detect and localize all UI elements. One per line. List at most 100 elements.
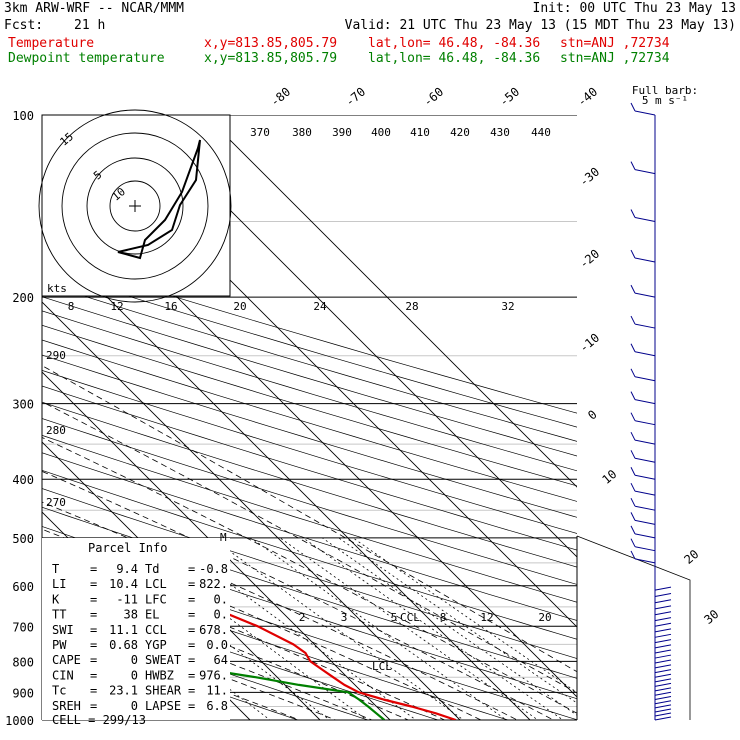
wind-barb-325 — [634, 420, 656, 426]
isotherm-60 — [204, 115, 577, 488]
parcel-right-eq-8: = — [188, 684, 195, 698]
mixing-label-upper-24: 24 — [313, 300, 327, 313]
parcel-left-val-3: 38 — [124, 608, 138, 622]
parcel-left-val-7: 0 — [131, 668, 138, 682]
parcel-right-key-1: LCL — [145, 577, 167, 591]
parcel-left-val-6: 0 — [131, 653, 138, 667]
parcel-right-eq-2: = — [188, 592, 195, 606]
parcel-right-val-3: 0. — [214, 608, 228, 622]
parcel-right-key-7: HWBZ — [145, 668, 174, 682]
parcel-left-eq-4: = — [90, 623, 97, 637]
theta-label-430: 430 — [490, 126, 510, 139]
mixing-label-upper-32: 32 — [501, 300, 514, 313]
parcel-right-key-2: LFC — [145, 592, 167, 606]
parcel-right-key-5: YGP — [145, 638, 167, 652]
parcel-right-eq-4: = — [188, 623, 195, 637]
parcel-right-key-6: SWEAT — [145, 653, 181, 667]
ccl-annotation: CCL — [400, 611, 420, 624]
parcel-left-key-3: TT — [52, 608, 66, 622]
wind-barb-100 — [634, 110, 656, 116]
wind-barb-low-835 — [654, 669, 672, 674]
wind-barb-low-940 — [654, 700, 672, 705]
pressure-label-900: 900 — [12, 686, 34, 700]
mixing-label-lower-5: 5 — [391, 611, 398, 624]
wind-barb-low-700 — [654, 622, 672, 627]
model-title: 3km ARW-WRF -- NCAR/MMM — [4, 1, 185, 16]
mixing-label-lower-3: 3 — [341, 611, 348, 624]
lcl-annotation: LCL — [372, 660, 392, 673]
theta-label-370: 370 — [250, 126, 270, 139]
parcel-left-key-1: LI — [52, 577, 66, 591]
parcel-right-val-6: 64 — [214, 653, 228, 667]
theta-label-280: 280 — [46, 424, 66, 437]
isotherm-label--60: -60 — [421, 85, 447, 110]
theta-label-290: 290 — [46, 349, 66, 362]
dry-adiabat-480 — [42, 255, 577, 414]
isotherm-label--10: -10 — [577, 331, 603, 356]
wind-barb-475 — [634, 519, 656, 525]
parcel-left-val-8: 23.1 — [109, 684, 138, 698]
init-time: Init: 00 UTC Thu 23 May 13 — [532, 1, 737, 16]
theta-label-270: 270 — [46, 496, 66, 509]
mixing-label-upper-8: 8 — [68, 300, 75, 313]
parcel-left-eq-0: = — [90, 562, 97, 576]
wind-barb-125 — [634, 169, 656, 175]
parcel-right-key-4: CCL — [145, 623, 167, 637]
wind-barb-low-640 — [654, 599, 672, 604]
wind-barb-low-955 — [654, 704, 672, 709]
wind-barb-flag-350 — [630, 431, 636, 441]
pressure-label-400: 400 — [12, 473, 34, 487]
isotherm-0 — [42, 371, 391, 720]
wind-barb-flag-175 — [630, 249, 636, 259]
wind-barb-300 — [634, 399, 656, 405]
hodograph-units: kts — [47, 282, 67, 295]
wind-barb-225 — [634, 323, 656, 329]
parcel-right-eq-1: = — [188, 577, 195, 591]
wind-barb-low-715 — [654, 628, 672, 633]
wind-barb-flag-450 — [630, 497, 636, 507]
parcel-left-key-5: PW — [52, 638, 67, 652]
mixing-ratio-32 — [352, 537, 577, 693]
mixing-label-upper-28: 28 — [405, 300, 418, 313]
hodograph-ring-0 — [109, 180, 161, 232]
wind-barb-flag-550 — [630, 550, 636, 560]
dewpoint-profile — [42, 586, 386, 720]
parcel-left-val-0: 9.4 — [116, 562, 138, 576]
wind-barb-525 — [634, 546, 656, 552]
wind-barb-low-925 — [654, 696, 672, 701]
pressure-label-600: 600 — [12, 580, 34, 594]
isotherm-label--70: -70 — [343, 85, 369, 110]
parcel-left-key-2: K — [52, 592, 60, 606]
dry-adiabat-430 — [42, 324, 577, 487]
wind-barb-low-865 — [654, 678, 672, 683]
dewpoint-xy: x,y=813.85,805.79 — [204, 51, 338, 66]
dry-adiabat-350 — [42, 452, 577, 621]
hodograph-ring-1 — [86, 157, 184, 255]
isotherm-label-20: 20 — [681, 547, 701, 567]
parcel-left-eq-7: = — [90, 668, 97, 682]
parcel-right-eq-0: = — [188, 562, 195, 576]
moist-adiabat-25 — [42, 470, 555, 720]
temperature-station: stn=ANJ ,72734 — [560, 36, 670, 51]
dewpoint-station: stn=ANJ ,72734 — [560, 51, 670, 66]
temperature-xy: x,y=813.85,805.79 — [204, 36, 338, 51]
pressure-label-700: 700 — [12, 620, 34, 634]
parcel-left-val-2: -11 — [116, 592, 138, 606]
moist-adiabat-40 — [42, 365, 577, 673]
parcel-right-val-8: 11. — [206, 684, 228, 698]
wind-barb-flag-325 — [630, 412, 636, 421]
temperature-latlon: lat,lon= 46.48, -84.36 — [368, 36, 541, 51]
dry-adiabat-420 — [42, 339, 577, 502]
wind-barb-low-985 — [654, 712, 672, 717]
wind-barb-flag-150 — [630, 209, 636, 218]
isotherm-10 — [42, 301, 461, 720]
wind-barb-low-625 — [654, 593, 672, 597]
fcst-hours: 21 h — [74, 18, 106, 33]
wind-barb-400 — [634, 474, 656, 480]
isotherm-label-10: 10 — [599, 467, 619, 487]
moist-adiabat-30 — [42, 437, 577, 714]
wind-barb-low-880 — [654, 682, 672, 687]
wind-barb-flag-250 — [630, 343, 636, 352]
moist-adiabat--10 — [42, 623, 301, 720]
